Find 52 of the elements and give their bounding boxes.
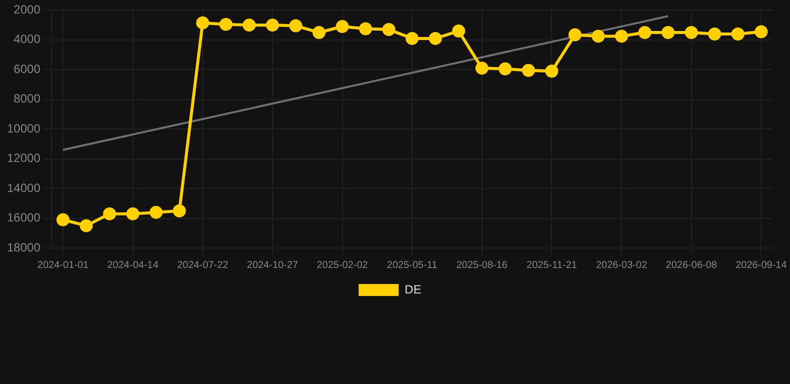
point <box>242 18 256 32</box>
x-tick-label: 2025-08-16 <box>456 260 508 271</box>
point <box>662 26 675 39</box>
point <box>336 20 349 34</box>
point <box>289 19 302 32</box>
point <box>312 26 326 39</box>
point <box>103 207 116 220</box>
point <box>475 62 488 75</box>
point <box>196 16 210 30</box>
point <box>150 206 163 219</box>
x-tick-label: 2026-09-14 <box>736 260 788 271</box>
y-tick-label: 10000 <box>6 121 41 136</box>
point <box>545 64 558 78</box>
x-tick-label: 2025-02-02 <box>316 260 368 271</box>
x-tick-label: 2026-06-08 <box>666 260 718 271</box>
y-tick-label: 14000 <box>6 180 41 195</box>
point <box>754 25 768 38</box>
x-tick-label: 2025-05-11 <box>386 260 438 271</box>
point <box>359 22 372 36</box>
y-tick-label: 6000 <box>14 62 41 76</box>
y-tick-label: 18000 <box>6 240 41 254</box>
point <box>172 204 186 218</box>
point <box>126 207 140 220</box>
x-tick-label: 2024-07-22 <box>177 260 229 271</box>
point <box>568 28 582 42</box>
point <box>80 219 93 232</box>
point <box>428 32 442 45</box>
x-tick-label: 2024-01-01 <box>37 260 90 271</box>
point <box>219 18 232 31</box>
point <box>498 62 512 76</box>
x-tick-label: 2025-11-21 <box>526 260 578 271</box>
legend-label: DE <box>404 282 422 296</box>
y-tick-label: 16000 <box>6 210 41 225</box>
point <box>56 213 70 226</box>
point <box>382 23 396 36</box>
point <box>452 24 466 38</box>
point <box>638 26 652 39</box>
point <box>615 30 628 43</box>
x-tick-label: 2024-04-14 <box>107 260 159 271</box>
point <box>266 18 279 32</box>
y-tick-label: 4000 <box>14 32 41 46</box>
x-tick-label: 2024-10-27 <box>246 260 298 271</box>
y-tick-label: 12000 <box>6 151 41 166</box>
point <box>684 26 698 39</box>
point <box>522 64 535 77</box>
point <box>731 27 744 40</box>
x-tick-label: 2026-03-02 <box>596 260 648 271</box>
y-tick-label: 2000 <box>14 2 41 17</box>
point <box>708 27 722 40</box>
point <box>406 32 419 45</box>
y-tick-label: 8000 <box>14 92 41 106</box>
point <box>592 30 605 43</box>
